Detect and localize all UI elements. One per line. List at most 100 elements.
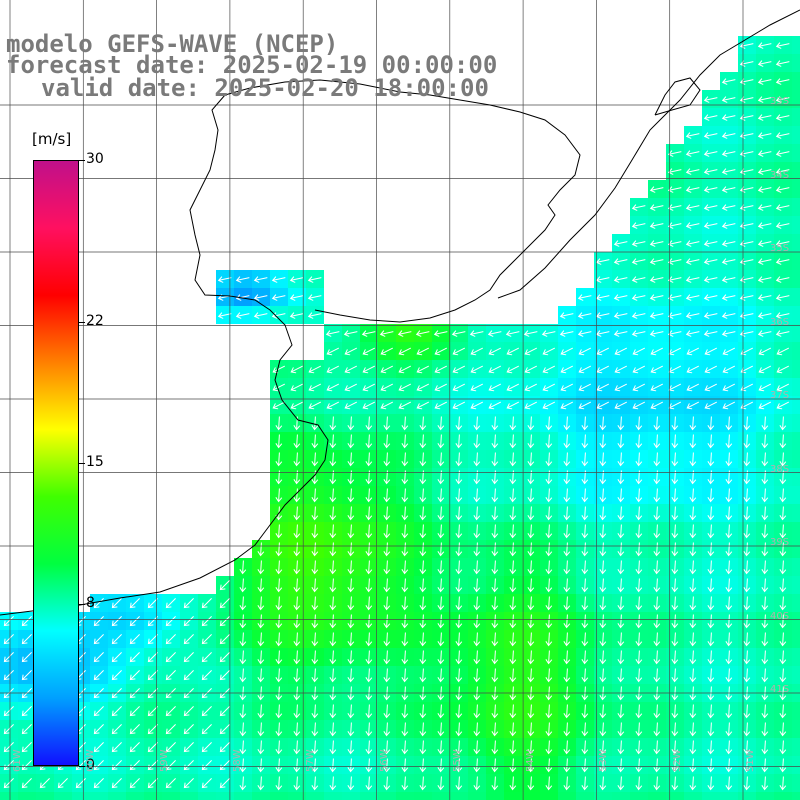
wind-arrow [183, 616, 194, 627]
wind-speed-cell [792, 414, 800, 432]
wind-arrow [596, 365, 610, 374]
wind-arrow [329, 416, 337, 431]
wind-arrow [275, 614, 283, 629]
wind-arrow [779, 452, 787, 467]
wind-arrow [380, 383, 394, 392]
wind-arrow [455, 524, 463, 539]
wind-arrow [617, 596, 625, 611]
wind-arrow [617, 452, 625, 467]
wind-arrow [419, 524, 427, 539]
wind-arrow [473, 596, 481, 611]
wind-arrow [671, 524, 679, 539]
wind-arrow [631, 312, 646, 319]
wind-arrow [293, 722, 301, 737]
wind-speed-cell [792, 180, 800, 198]
wind-arrow [757, 204, 772, 211]
wind-arrow [542, 383, 556, 392]
wind-arrow [743, 776, 751, 791]
wind-arrow [437, 704, 445, 719]
wind-arrow [617, 650, 625, 665]
wind-arrow [491, 434, 499, 449]
wind-arrow [631, 240, 646, 247]
wind-arrow [722, 347, 736, 356]
wind-arrow [329, 722, 337, 737]
wind-arrow [775, 78, 790, 85]
wind-arrow [545, 416, 553, 431]
wind-arrow [509, 776, 517, 791]
wind-speed-cell [792, 252, 800, 270]
wind-arrow [311, 506, 319, 521]
wind-arrow [707, 776, 715, 791]
wind-arrow [347, 416, 355, 431]
wind-speed-cell [576, 792, 594, 800]
wind-arrow [239, 722, 247, 737]
wind-arrow [650, 401, 664, 410]
wind-arrow [452, 347, 466, 356]
wind-arrow [689, 488, 697, 503]
wind-arrow [721, 114, 736, 121]
wind-arrow [581, 614, 589, 629]
wind-arrow [707, 668, 715, 683]
wind-arrow [401, 506, 409, 521]
wind-speed-cell [792, 792, 800, 800]
wind-arrow [111, 706, 122, 717]
wind-arrow [455, 578, 463, 593]
wind-speed-cell [792, 468, 800, 486]
wind-arrow [523, 330, 538, 337]
wind-arrow [473, 560, 481, 575]
wind-arrow [491, 506, 499, 521]
wind-arrow [779, 758, 787, 773]
wind-arrow [470, 401, 484, 410]
wind-arrow [419, 776, 427, 791]
wind-arrow [311, 632, 319, 647]
wind-speed-cell [792, 108, 800, 126]
wind-arrow [707, 452, 715, 467]
wind-arrow [649, 294, 664, 301]
wind-arrow [761, 632, 769, 647]
wind-arrow [21, 652, 32, 663]
wind-speed-cell [342, 792, 360, 800]
wind-arrow [3, 778, 14, 789]
wind-arrow [667, 276, 682, 283]
wind-arrow [689, 416, 697, 431]
wind-arrow [671, 560, 679, 575]
wind-arrow [491, 776, 499, 791]
wind-arrow [757, 222, 772, 229]
wind-arrow [311, 740, 319, 755]
wind-arrow [617, 776, 625, 791]
wind-arrow [581, 758, 589, 773]
wind-arrow [560, 383, 574, 392]
wind-arrow [433, 330, 448, 337]
wind-arrow [329, 506, 337, 521]
wind-arrow [129, 778, 140, 789]
wind-arrow [617, 758, 625, 773]
wind-arrow [437, 506, 445, 521]
wind-speed-cell [792, 72, 800, 90]
wind-arrow [347, 650, 355, 665]
wind-arrow [347, 560, 355, 575]
wind-arrow [257, 758, 265, 773]
wind-arrow [599, 614, 607, 629]
wind-arrow [581, 650, 589, 665]
wind-arrow [380, 365, 394, 374]
wind-arrow [307, 294, 322, 301]
wind-arrow [671, 704, 679, 719]
wind-arrow [775, 204, 790, 211]
wind-arrow [147, 670, 158, 681]
wind-arrow [631, 276, 646, 283]
colorbar [33, 160, 79, 766]
wind-speed-cell [18, 792, 36, 800]
wind-arrow [401, 758, 409, 773]
wind-arrow [703, 222, 718, 229]
wind-arrow [509, 416, 517, 431]
wind-arrow [293, 614, 301, 629]
wind-arrow [509, 758, 517, 773]
wind-arrow [761, 488, 769, 503]
wind-arrow [578, 383, 592, 392]
wind-arrow [398, 401, 412, 410]
wind-arrow [183, 778, 194, 789]
wind-arrow [487, 330, 502, 337]
wind-arrow [239, 632, 247, 647]
wind-arrow [707, 434, 715, 449]
